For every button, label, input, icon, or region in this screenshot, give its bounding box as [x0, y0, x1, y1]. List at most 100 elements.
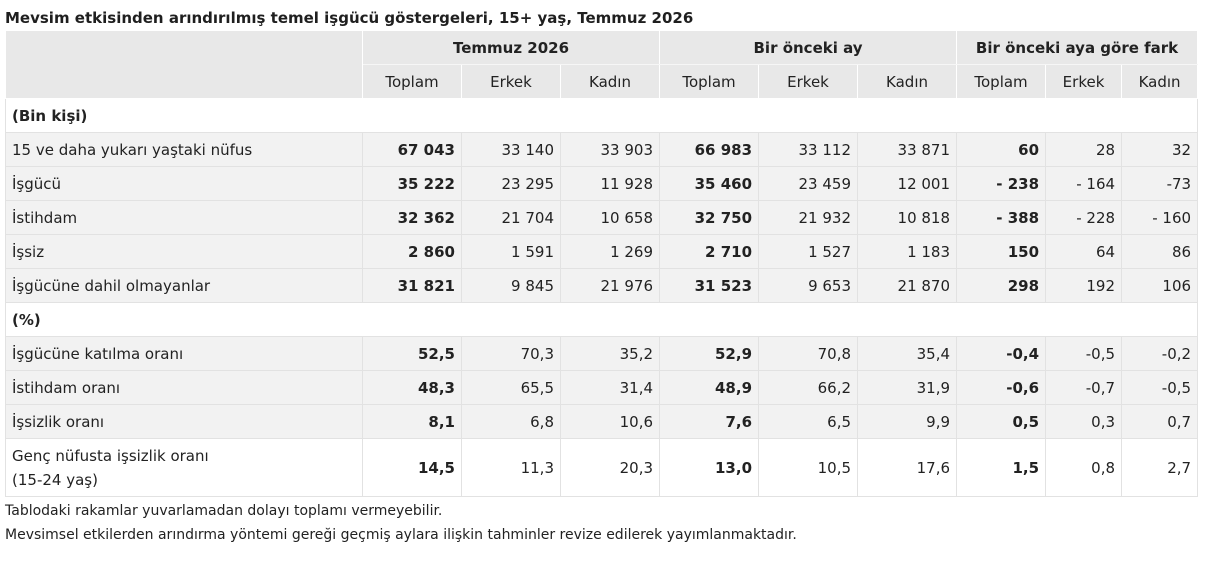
- row-label: İşgücüne dahil olmayanlar: [5, 268, 363, 303]
- table-cell: 2 710: [659, 234, 760, 269]
- table-cell: 52,5: [362, 336, 462, 371]
- table-cell: 14,5: [362, 438, 462, 497]
- table-cell: 33 903: [559, 132, 661, 167]
- table-row: İşsizlik oranı 8,1 6,8 10,6 7,6 6,5 9,9 0,5 0,3 0…: [5, 404, 1199, 439]
- table-cell: 66,2: [758, 370, 859, 405]
- table-cell: 65,5: [461, 370, 561, 405]
- table-cell: 70,3: [461, 336, 561, 371]
- table-cell: -0,2: [1121, 336, 1199, 371]
- table-cell: 0,5: [956, 404, 1047, 439]
- table-cell: 67 043: [362, 132, 462, 167]
- group-monthly-difference: Bir önceki aya göre fark: [956, 30, 1199, 65]
- table-cell: 32 362: [362, 200, 462, 235]
- table-cell: 31,9: [857, 370, 958, 405]
- table-cell: 0,3: [1045, 404, 1123, 439]
- table-row: İşgücüne dahil olmayanlar 31 821 9 845 21 9…: [5, 268, 1199, 303]
- table-title: Mevsim etkisinden arındırılmış temel işg…: [5, 9, 694, 27]
- table-cell: 10 818: [857, 200, 958, 235]
- header-corner: [5, 30, 363, 99]
- table-cell: 11,3: [461, 438, 561, 497]
- row-label: Genç nüfusta işsizlik oranı (15-24 yaş): [5, 438, 363, 497]
- table-cell: 52,9: [659, 336, 760, 371]
- table-cell: 60: [956, 132, 1047, 167]
- table-cell: - 238: [956, 166, 1047, 201]
- row-label: İstihdam: [5, 200, 363, 235]
- table-cell: 150: [956, 234, 1047, 269]
- table-cell: 31 821: [362, 268, 462, 303]
- table-cell: 64: [1045, 234, 1123, 269]
- table-cell: 28: [1045, 132, 1123, 167]
- footnote-revision: Mevsimsel etkilerden arındırma yöntemi g…: [5, 527, 797, 543]
- table-row: İşgücü 35 222 23 295 11 928 35 460 23 459 12 0…: [5, 166, 1199, 201]
- table-cell: 6,8: [461, 404, 561, 439]
- table-cell: 23 295: [461, 166, 561, 201]
- table-row: İstihdam 32 362 21 704 10 658 32 750 21 932 10…: [5, 200, 1199, 235]
- table-cell: 35,2: [559, 336, 661, 371]
- table-cell: - 228: [1045, 200, 1123, 235]
- table-cell: - 160: [1121, 200, 1199, 235]
- table-cell: 12 001: [857, 166, 958, 201]
- subheader-male: Erkek: [461, 64, 561, 99]
- section-row-thousand-persons: (Bin kişi): [4, 98, 1199, 133]
- row-label: İşgücü: [5, 166, 363, 201]
- subheader-female: Kadın: [1121, 64, 1199, 99]
- table-cell: - 164: [1045, 166, 1123, 201]
- table-cell: 32 750: [659, 200, 760, 235]
- table-cell: -0,5: [1121, 370, 1199, 405]
- table-cell: -0,4: [956, 336, 1047, 371]
- table-cell: 298: [956, 268, 1047, 303]
- table-row: İstihdam oranı 48,3 65,5 31,4 48,9 66,2 31,9 -0…: [5, 370, 1199, 405]
- table-cell: 33 140: [461, 132, 561, 167]
- row-label: İşsizlik oranı: [5, 404, 363, 439]
- row-label-line1: Genç nüfusta işsizlik oranı: [12, 446, 209, 465]
- table-cell: 7,6: [659, 404, 760, 439]
- table-cell: -0,5: [1045, 336, 1123, 371]
- table-cell: 35 460: [659, 166, 760, 201]
- row-label-line2: (15-24 yaş): [12, 470, 98, 489]
- table-cell: 35,4: [857, 336, 958, 371]
- table-cell: 1,5: [956, 438, 1047, 497]
- section-label: (Bin kişi): [4, 98, 1199, 133]
- table-cell: 1 591: [461, 234, 561, 269]
- table-container: Mevsim etkisinden arındırılmış temel işg…: [4, 7, 1199, 547]
- table-cell: 6,5: [758, 404, 859, 439]
- subheader-male: Erkek: [758, 64, 859, 99]
- table-cell: 11 928: [559, 166, 661, 201]
- table-cell: 10,6: [559, 404, 661, 439]
- table-cell: 86: [1121, 234, 1199, 269]
- table-cell: 10,5: [758, 438, 859, 497]
- subheader-male: Erkek: [1045, 64, 1123, 99]
- table-cell: 48,9: [659, 370, 760, 405]
- group-current-month: Temmuz 2026: [361, 30, 661, 65]
- table-header: Temmuz 2026 Bir önceki ay Bir önceki aya…: [5, 30, 1199, 99]
- row-label: İşsiz: [5, 234, 363, 269]
- table-cell: 66 983: [659, 132, 760, 167]
- table-cell: 9,9: [857, 404, 958, 439]
- table-cell: -73: [1121, 166, 1199, 201]
- row-label: İstihdam oranı: [5, 370, 363, 405]
- table-cell: 1 269: [559, 234, 661, 269]
- table-cell: 9 653: [758, 268, 859, 303]
- header-sub-row: Toplam Erkek Kadın Toplam Erkek Kadın To…: [6, 64, 1199, 99]
- footnote-rounding: Tablodaki rakamlar yuvarlamadan dolayı t…: [5, 503, 443, 519]
- table-cell: 0,7: [1121, 404, 1199, 439]
- table-cell: 20,3: [559, 438, 661, 497]
- table-cell: 21 704: [461, 200, 561, 235]
- table-row: Genç nüfusta işsizlik oranı (15-24 yaş) 14…: [5, 438, 1199, 497]
- table-cell: 2 860: [362, 234, 462, 269]
- group-previous-month: Bir önceki ay: [659, 30, 958, 65]
- header-group-row: Temmuz 2026 Bir önceki ay Bir önceki aya…: [5, 30, 1199, 99]
- table-cell: 70,8: [758, 336, 859, 371]
- table-cell: 23 459: [758, 166, 859, 201]
- table-cell: 1 183: [857, 234, 958, 269]
- table-cell: 13,0: [659, 438, 760, 497]
- table-cell: 21 932: [758, 200, 859, 235]
- table-cell: 17,6: [857, 438, 958, 497]
- row-label: 15 ve daha yukarı yaştaki nüfus: [5, 132, 363, 167]
- table-cell: -0,6: [956, 370, 1047, 405]
- table-cell: 48,3: [362, 370, 462, 405]
- subheader-total: Toplam: [362, 64, 462, 99]
- table-cell: 8,1: [362, 404, 462, 439]
- table-cell: - 388: [956, 200, 1047, 235]
- table-cell: 9 845: [461, 268, 561, 303]
